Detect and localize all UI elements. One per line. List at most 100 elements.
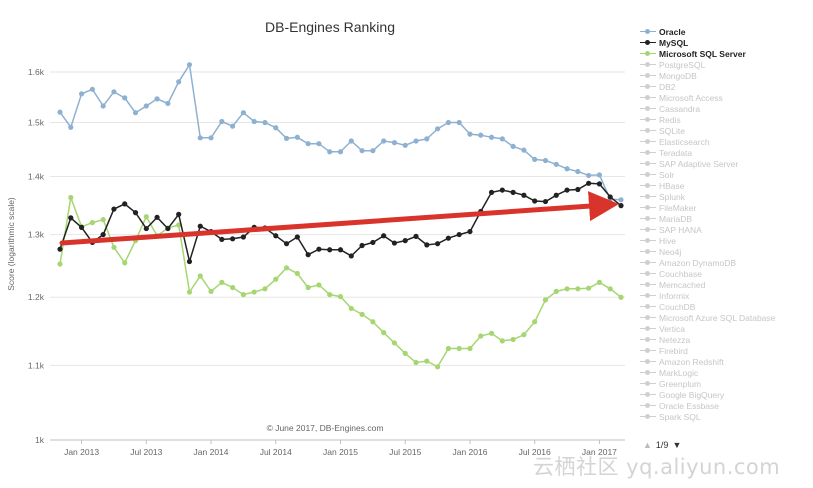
legend-marker xyxy=(640,116,656,124)
data-point-oracle xyxy=(618,197,624,203)
legend-item-oracle[interactable]: Oracle xyxy=(640,26,810,37)
data-point-microsoft-sql-server xyxy=(100,217,106,223)
data-point-oracle xyxy=(532,156,538,163)
legend-marker xyxy=(640,105,656,113)
legend-item-memcached[interactable]: Memcached xyxy=(640,279,810,290)
data-point-microsoft-sql-server xyxy=(337,293,344,300)
data-point-oracle xyxy=(370,148,376,154)
legend-item-solr[interactable]: Solr xyxy=(640,169,810,180)
legend-label: SQLite xyxy=(659,125,685,136)
data-point-mysql xyxy=(488,189,495,195)
legend-item-microsoft-access[interactable]: Microsoft Access xyxy=(640,92,810,103)
legend-marker xyxy=(640,226,656,234)
legend-item-mongodb[interactable]: MongoDB xyxy=(640,70,810,81)
data-point-microsoft-sql-server xyxy=(521,332,527,338)
legend-marker xyxy=(640,358,656,366)
data-point-oracle xyxy=(89,86,95,92)
data-point-oracle xyxy=(57,109,63,115)
legend-item-neo4j[interactable]: Neo4j xyxy=(640,246,810,257)
legend-item-splunk[interactable]: Splunk xyxy=(640,191,810,202)
legend-item-hive[interactable]: Hive xyxy=(640,235,810,246)
legend-item-elasticsearch[interactable]: Elasticsearch xyxy=(640,136,810,147)
data-point-oracle xyxy=(186,62,193,68)
legend-item-mysql[interactable]: MySQL xyxy=(640,37,810,48)
legend-item-greenplum[interactable]: Greenplum xyxy=(640,378,810,389)
data-point-microsoft-sql-server xyxy=(596,279,603,285)
legend-item-marklogic[interactable]: MarkLogic xyxy=(640,367,810,378)
legend-item-couchdb[interactable]: CouchDB xyxy=(640,301,810,312)
data-point-oracle xyxy=(143,103,149,109)
data-point-microsoft-sql-server xyxy=(424,358,430,364)
data-point-microsoft-sql-server xyxy=(445,345,451,352)
data-point-mysql xyxy=(143,225,149,232)
data-point-oracle xyxy=(251,118,257,125)
triangle-down-icon[interactable]: ▼ xyxy=(672,440,682,450)
legend-item-db2[interactable]: DB2 xyxy=(640,81,810,92)
legend-item-vertica[interactable]: Vertica xyxy=(640,323,810,334)
data-point-oracle xyxy=(542,157,549,164)
legend-item-informix[interactable]: Informix xyxy=(640,290,810,301)
legend-marker xyxy=(640,215,656,223)
data-point-oracle xyxy=(305,141,311,147)
data-point-mysql xyxy=(596,181,603,187)
legend-item-postgresql[interactable]: PostgreSQL xyxy=(640,59,810,70)
legend-marker xyxy=(640,369,656,377)
data-point-mysql xyxy=(359,242,365,249)
data-point-oracle xyxy=(273,125,279,131)
legend-marker xyxy=(640,138,656,146)
data-point-microsoft-sql-server xyxy=(230,284,236,291)
legend-item-oracle-essbase[interactable]: Oracle Essbase xyxy=(640,400,810,411)
data-point-mysql xyxy=(294,234,300,240)
triangle-up-icon[interactable]: ▲ xyxy=(643,440,652,450)
x-tick-label: Jul 2013 xyxy=(130,447,162,457)
legend-item-netezza[interactable]: Netezza xyxy=(640,334,810,345)
data-point-mysql xyxy=(197,223,203,229)
legend-marker xyxy=(640,391,656,399)
legend-item-teradata[interactable]: Teradata xyxy=(640,147,810,158)
data-point-mysql xyxy=(316,246,322,252)
legend-item-mariadb[interactable]: MariaDB xyxy=(640,213,810,224)
data-point-microsoft-sql-server xyxy=(542,297,549,303)
legend-item-sqlite[interactable]: SQLite xyxy=(640,125,810,136)
legend-label: MySQL xyxy=(659,37,689,48)
legend-marker xyxy=(640,50,656,58)
data-point-oracle xyxy=(575,168,581,175)
data-point-mysql xyxy=(607,194,613,200)
data-point-microsoft-sql-server xyxy=(186,289,193,295)
legend-item-hbase[interactable]: HBase xyxy=(640,180,810,191)
chart-canvas: DB-Engines Ranking 1k 1.1k 1.2k 1.3k 1.4k 1.5… xyxy=(6,19,625,457)
legend-item-sap-adaptive-server[interactable]: SAP Adaptive Server xyxy=(640,158,810,169)
data-point-oracle xyxy=(337,149,344,155)
legend-item-redis[interactable]: Redis xyxy=(640,114,810,125)
legend-item-couchbase[interactable]: Couchbase xyxy=(640,268,810,279)
legend-item-filemaker[interactable]: FileMaker xyxy=(640,202,810,213)
y-tick-label: 1.3k xyxy=(28,230,45,240)
legend-item-amazon-redshift[interactable]: Amazon Redshift xyxy=(640,356,810,367)
data-point-oracle xyxy=(391,140,398,146)
legend-item-spark-sql[interactable]: Spark SQL xyxy=(640,411,810,422)
legend-label: Amazon Redshift xyxy=(659,356,724,367)
data-point-mysql xyxy=(327,247,333,253)
data-point-mysql xyxy=(154,214,160,220)
legend-item-microsoft-sql-server[interactable]: Microsoft SQL Server xyxy=(640,48,810,59)
legend-marker xyxy=(640,182,656,190)
legend-item-cassandra[interactable]: Cassandra xyxy=(640,103,810,114)
legend-item-microsoft-azure-sql-database[interactable]: Microsoft Azure SQL Database xyxy=(640,312,810,323)
legend-item-firebird[interactable]: Firebird xyxy=(640,345,810,356)
data-point-oracle xyxy=(499,136,505,142)
data-point-mysql xyxy=(434,241,441,247)
data-point-microsoft-sql-server xyxy=(413,359,419,366)
data-point-oracle xyxy=(100,103,106,109)
legend-item-sap-hana[interactable]: SAP HANA xyxy=(640,224,810,235)
x-tick-label: Jan 2015 xyxy=(323,447,358,457)
data-point-microsoft-sql-server xyxy=(197,273,203,279)
data-point-oracle xyxy=(456,119,462,126)
data-point-mysql xyxy=(100,231,106,238)
legend-item-amazon-dynamodb[interactable]: Amazon DynamoDB xyxy=(640,257,810,268)
legend-item-google-bigquery[interactable]: Google BigQuery xyxy=(640,389,810,400)
legend-marker xyxy=(640,303,656,311)
legend-label: Greenplum xyxy=(659,378,702,389)
data-point-microsoft-sql-server xyxy=(370,319,376,325)
legend-label: Memcached xyxy=(659,279,706,290)
data-point-mysql xyxy=(456,231,462,238)
